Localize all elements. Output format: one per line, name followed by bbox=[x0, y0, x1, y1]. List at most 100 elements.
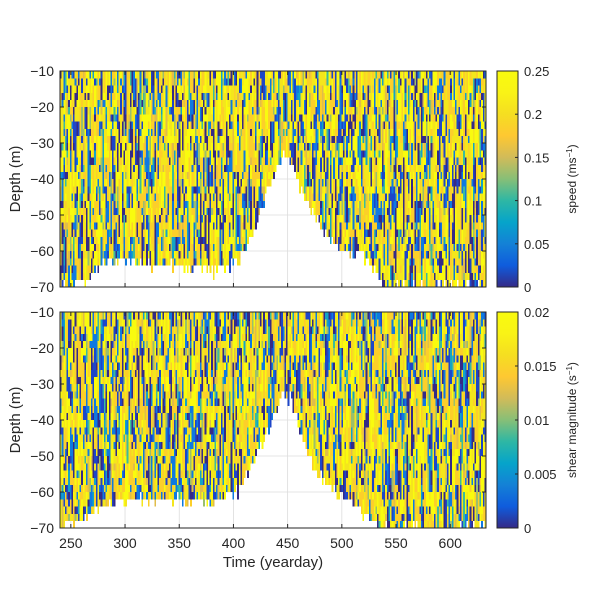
heatmap-cell bbox=[216, 229, 218, 237]
heatmap-cell bbox=[74, 193, 77, 201]
heatmap-cell bbox=[139, 229, 142, 237]
heatmap-cell bbox=[193, 71, 196, 79]
heatmap-cell bbox=[380, 85, 383, 93]
heatmap-cell bbox=[121, 121, 124, 129]
heatmap-cell bbox=[64, 251, 67, 259]
heatmap-cell bbox=[367, 99, 370, 108]
heatmap-cell bbox=[248, 186, 251, 194]
heatmap-cell bbox=[377, 179, 379, 187]
heatmap-cell bbox=[89, 71, 92, 79]
heatmap-cell bbox=[108, 71, 111, 79]
heatmap-cell bbox=[261, 128, 264, 136]
heatmap-cell bbox=[121, 128, 124, 136]
heatmap-cell bbox=[92, 171, 95, 180]
heatmap-cell bbox=[209, 121, 212, 129]
heatmap-cell bbox=[292, 121, 295, 129]
heatmap-cell bbox=[121, 179, 124, 187]
heatmap-cell bbox=[191, 143, 194, 151]
heatmap-cell bbox=[136, 222, 139, 230]
heatmap-cell bbox=[198, 71, 200, 79]
heatmap-cell bbox=[63, 272, 66, 280]
heatmap-cell bbox=[159, 193, 161, 201]
heatmap-cell bbox=[227, 251, 230, 259]
heatmap-cell bbox=[386, 243, 389, 252]
heatmap-cell bbox=[121, 71, 124, 79]
heatmap-cell bbox=[216, 99, 218, 108]
heatmap-cell bbox=[355, 107, 358, 115]
heatmap-cell bbox=[146, 186, 148, 194]
heatmap-cell bbox=[354, 143, 357, 151]
heatmap-cell bbox=[211, 222, 213, 230]
heatmap-cell bbox=[193, 171, 196, 180]
heatmap-cell bbox=[217, 157, 220, 165]
heatmap-cell bbox=[84, 279, 87, 288]
heatmap-cell bbox=[68, 85, 70, 93]
heatmap-cell bbox=[273, 114, 275, 122]
heatmap-cell bbox=[107, 107, 109, 115]
heatmap-cell bbox=[154, 78, 157, 86]
heatmap-cell bbox=[357, 179, 360, 187]
heatmap-cell bbox=[152, 207, 155, 216]
heatmap-cell bbox=[242, 114, 244, 122]
heatmap-cell bbox=[292, 107, 295, 115]
heatmap-cell bbox=[217, 186, 220, 194]
heatmap-cell bbox=[164, 99, 166, 108]
heatmap-cell bbox=[95, 243, 98, 252]
heatmap-cell bbox=[300, 143, 303, 151]
heatmap-cell bbox=[240, 114, 243, 122]
heatmap-cell bbox=[138, 193, 140, 201]
heatmap-cell bbox=[315, 157, 318, 165]
heatmap-cell bbox=[342, 85, 345, 93]
heatmap-cell bbox=[115, 193, 118, 201]
heatmap-cell bbox=[105, 193, 108, 201]
heatmap-cell bbox=[147, 107, 150, 115]
heatmap-cell bbox=[225, 251, 228, 259]
heatmap-cell bbox=[355, 229, 358, 237]
heatmap-cell bbox=[94, 78, 96, 86]
heatmap-cell bbox=[152, 236, 155, 244]
heatmap-cell bbox=[222, 243, 225, 252]
heatmap-cell bbox=[305, 171, 308, 180]
heatmap-cell bbox=[255, 78, 257, 86]
heatmap-cell bbox=[334, 207, 337, 216]
heatmap-cell bbox=[251, 85, 254, 93]
heatmap-cell bbox=[92, 164, 95, 172]
heatmap-cell bbox=[99, 251, 101, 259]
heatmap-cell bbox=[214, 193, 217, 201]
heatmap-cell bbox=[240, 207, 243, 216]
heatmap-cell bbox=[147, 85, 150, 93]
heatmap-cell bbox=[196, 71, 199, 79]
heatmap-cell bbox=[87, 229, 90, 237]
heatmap-cell bbox=[108, 78, 111, 86]
heatmap-cell bbox=[305, 135, 308, 144]
heatmap-cell bbox=[377, 229, 379, 237]
heatmap-cell bbox=[269, 78, 272, 86]
heatmap-cell bbox=[383, 200, 386, 208]
heatmap-cell bbox=[73, 114, 75, 122]
heatmap-cell bbox=[328, 157, 331, 165]
heatmap-cell bbox=[368, 193, 371, 201]
heatmap-cell bbox=[71, 157, 74, 165]
heatmap-cell bbox=[79, 92, 82, 100]
heatmap-cell bbox=[136, 107, 139, 115]
heatmap-cell bbox=[118, 157, 121, 165]
heatmap-cell bbox=[172, 164, 174, 172]
heatmap-cell bbox=[115, 200, 118, 208]
heatmap-cell bbox=[118, 215, 121, 223]
heatmap-cell bbox=[105, 200, 108, 208]
heatmap-cell bbox=[321, 107, 324, 115]
heatmap-cell bbox=[242, 186, 244, 194]
heatmap-cell bbox=[203, 193, 205, 201]
heatmap-cell bbox=[71, 207, 74, 216]
heatmap-cell bbox=[61, 85, 64, 93]
heatmap-cell bbox=[238, 200, 241, 208]
heatmap-cell bbox=[74, 164, 77, 172]
heatmap-cell bbox=[84, 107, 87, 115]
heatmap-cell bbox=[346, 114, 348, 122]
heatmap-cell bbox=[170, 157, 173, 165]
heatmap-cell bbox=[336, 200, 339, 208]
heatmap-cell bbox=[331, 78, 334, 86]
heatmap-cell bbox=[253, 71, 256, 79]
heatmap-cell bbox=[63, 78, 66, 86]
heatmap-cell bbox=[181, 229, 184, 237]
